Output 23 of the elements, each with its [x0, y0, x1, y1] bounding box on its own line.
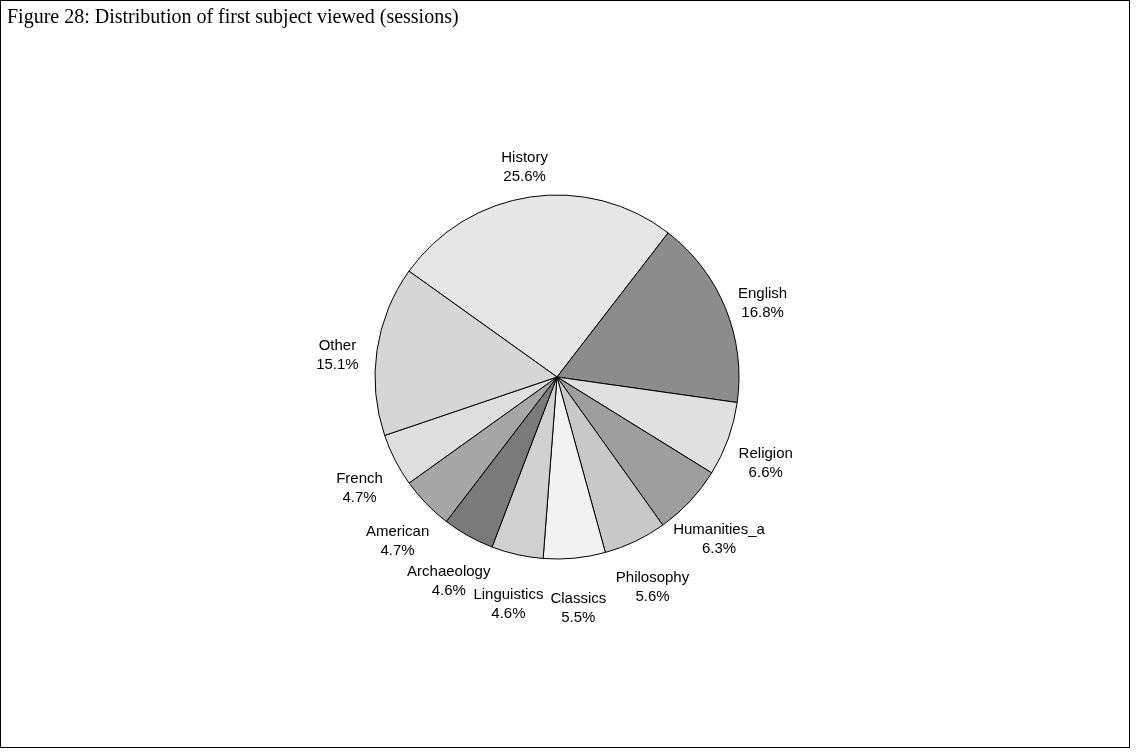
data-label: 15.1% [316, 354, 359, 372]
data-label: 5.5% [561, 607, 596, 625]
data-label: 5.6% [635, 587, 670, 605]
data-label: 4.7% [342, 488, 377, 506]
data-label: 25.6% [503, 167, 546, 185]
slice-label: Other [318, 335, 357, 353]
slice-label: American [365, 522, 430, 540]
data-label: 6.6% [748, 462, 783, 480]
slice-label: Philosophy [615, 568, 690, 586]
slice-label: English [738, 284, 788, 302]
slice-label: French [336, 469, 383, 487]
slice-label: History [501, 148, 549, 166]
chart-title: Figure 28: Distribution of first subject viewed (sessions) [7, 5, 459, 28]
slice-label: Humanities_a [673, 519, 766, 537]
slice-label: Linguistics [473, 584, 544, 602]
data-label: 4.6% [431, 580, 466, 598]
slice-label: Archaeology [407, 561, 491, 579]
slice-label: Classics [550, 588, 607, 606]
data-label: 4.7% [380, 541, 415, 559]
data-label: 4.6% [491, 603, 526, 621]
data-label: 16.8% [741, 303, 784, 321]
data-label: 6.3% [701, 538, 737, 556]
slice-label: Religion [738, 443, 793, 461]
